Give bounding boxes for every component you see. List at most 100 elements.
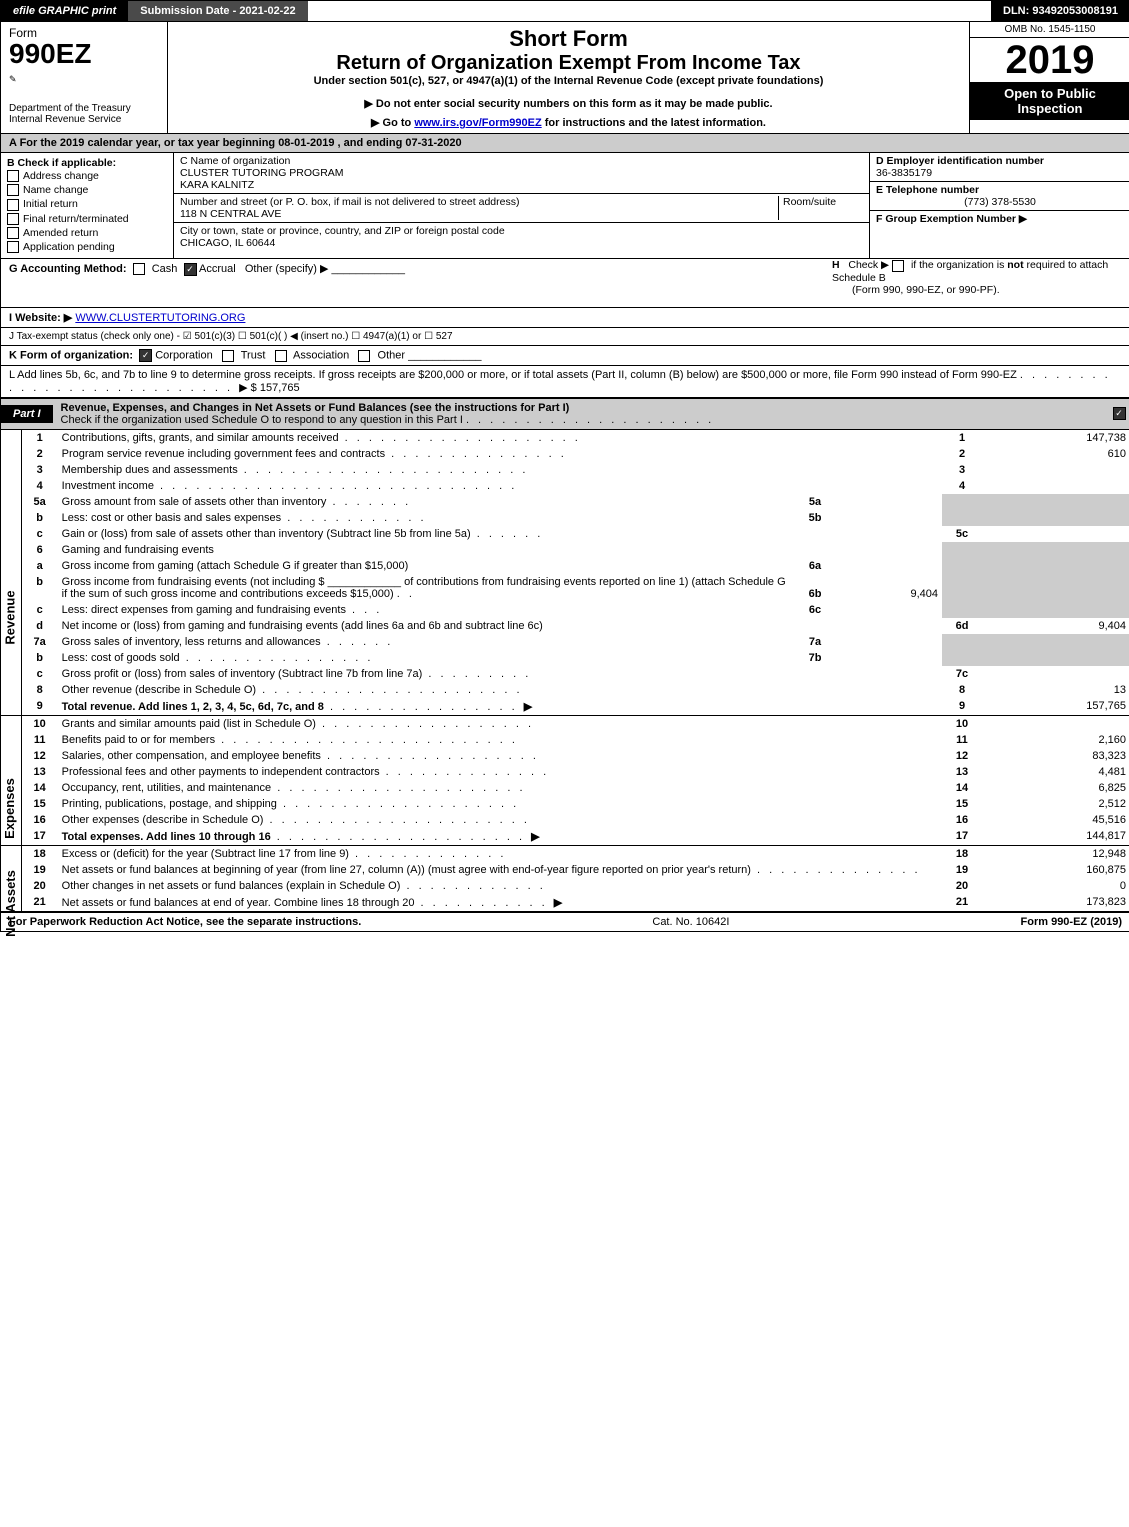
- line-10: 10 Grants and similar amounts paid (list…: [22, 716, 1129, 732]
- city-label: City or town, state or province, country…: [180, 225, 863, 237]
- checkbox-other-org[interactable]: [358, 350, 370, 362]
- checkbox-cash[interactable]: [133, 263, 145, 275]
- l10-rnum: 10: [942, 716, 982, 732]
- l7b-num: b: [22, 650, 58, 666]
- side-label-netassets: Net Assets: [3, 870, 18, 937]
- checkbox-app-pending[interactable]: [7, 241, 19, 253]
- checkbox-final-return[interactable]: [7, 213, 19, 225]
- checkbox-address-change[interactable]: [7, 170, 19, 182]
- short-form-title: Short Form: [176, 26, 961, 52]
- l3-num: 3: [22, 462, 58, 478]
- checkbox-initial-return[interactable]: [7, 199, 19, 211]
- l6c-rshade: [942, 602, 982, 618]
- l20-num: 20: [22, 878, 58, 894]
- l11-num: 11: [22, 732, 58, 748]
- l-amount-prefix: ▶ $: [239, 382, 260, 394]
- l20-desc: Other changes in net assets or fund bala…: [62, 880, 401, 892]
- l6c-rshade2: [982, 602, 1129, 618]
- box-e-label: E Telephone number: [876, 184, 1124, 196]
- checkbox-name-change[interactable]: [7, 184, 19, 196]
- line-17: 17 Total expenses. Add lines 10 through …: [22, 828, 1129, 845]
- row-k: K Form of organization: ✓ Corporation Tr…: [1, 346, 1129, 366]
- l4-desc: Investment income: [62, 480, 154, 492]
- l6a-num: a: [22, 558, 58, 574]
- l5c-val: [982, 526, 1129, 542]
- efile-print-button[interactable]: efile GRAPHIC print: [1, 1, 128, 21]
- l7b-rshade: [942, 650, 982, 666]
- checkbox-h[interactable]: [892, 260, 904, 272]
- label-assoc: Association: [293, 350, 349, 362]
- l15-num: 15: [22, 796, 58, 812]
- g-label: G Accounting Method:: [9, 263, 127, 275]
- l7c-desc: Gross profit or (loss) from sales of inv…: [62, 668, 423, 680]
- label-cash: Cash: [152, 263, 178, 275]
- l4-num: 4: [22, 478, 58, 494]
- l8-val: 13: [982, 682, 1129, 698]
- open-public: Open to Public Inspection: [970, 82, 1129, 120]
- l5a-rshade2: [982, 494, 1129, 510]
- l7a-rshade: [942, 634, 982, 650]
- l20-rnum: 20: [942, 878, 982, 894]
- l16-val: 45,516: [982, 812, 1129, 828]
- l8-num: 8: [22, 682, 58, 698]
- l13-val: 4,481: [982, 764, 1129, 780]
- l8-rnum: 8: [942, 682, 982, 698]
- form-container: efile GRAPHIC print Submission Date - 20…: [0, 0, 1129, 932]
- website-link[interactable]: WWW.CLUSTERTUTORING.ORG: [75, 312, 245, 324]
- expenses-section: Expenses 10 Grants and similar amounts p…: [1, 716, 1129, 846]
- row-g-h: G Accounting Method: Cash ✓ Accrual Othe…: [1, 259, 1129, 308]
- line-8: 8 Other revenue (describe in Schedule O)…: [22, 682, 1129, 698]
- l10-num: 10: [22, 716, 58, 732]
- l6a-midval: [834, 558, 942, 574]
- checkbox-accrual[interactable]: ✓: [184, 263, 197, 276]
- do-not-enter: ▶ Do not enter social security numbers o…: [176, 97, 961, 110]
- line-7b: b Less: cost of goods sold . . . . . . .…: [22, 650, 1129, 666]
- l1-rnum: 1: [942, 430, 982, 446]
- l7a-mid: 7a: [796, 634, 834, 650]
- form-number: 990EZ: [9, 40, 159, 68]
- line-6b: b Gross income from fundraising events (…: [22, 574, 1129, 602]
- side-label-expenses: Expenses: [2, 778, 17, 839]
- i-label: I Website: ▶: [9, 312, 72, 324]
- label-corp: Corporation: [155, 350, 212, 362]
- topbar-spacer: [308, 1, 991, 21]
- revenue-section: Revenue 1 Contributions, gifts, grants, …: [1, 430, 1129, 716]
- l4-rnum: 4: [942, 478, 982, 494]
- header-right: OMB No. 1545-1150 2019 Open to Public In…: [969, 22, 1129, 133]
- submission-date: Submission Date - 2021-02-22: [128, 1, 307, 21]
- return-title: Return of Organization Exempt From Incom…: [176, 52, 961, 75]
- h-text4: (Form 990, 990-EZ, or 990-PF).: [852, 284, 1000, 296]
- line-11: 11 Benefits paid to or for members . . .…: [22, 732, 1129, 748]
- l7a-midval: [834, 634, 942, 650]
- l17-num: 17: [22, 828, 58, 845]
- l6c-num: c: [22, 602, 58, 618]
- l3-val: [982, 462, 1129, 478]
- ein-value: 36-3835179: [876, 167, 1124, 179]
- part1-checkbox[interactable]: ✓: [1108, 407, 1129, 421]
- l5a-desc: Gross amount from sale of assets other t…: [62, 496, 327, 508]
- l14-desc: Occupancy, rent, utilities, and maintena…: [62, 782, 272, 794]
- l18-val: 12,948: [982, 846, 1129, 862]
- line-21: 21 Net assets or fund balances at end of…: [22, 894, 1129, 911]
- checkbox-trust[interactable]: [222, 350, 234, 362]
- l7a-num: 7a: [22, 634, 58, 650]
- l5c-num: c: [22, 526, 58, 542]
- label-final-return: Final return/terminated: [23, 213, 129, 225]
- line-1: 1 Contributions, gifts, grants, and simi…: [22, 430, 1129, 446]
- h-not: not: [1007, 259, 1023, 271]
- checkbox-corp[interactable]: ✓: [139, 349, 152, 362]
- part1-checkline: Check if the organization used Schedule …: [61, 414, 463, 426]
- l13-desc: Professional fees and other payments to …: [62, 766, 380, 778]
- goto-line: ▶ Go to www.irs.gov/Form990EZ for instru…: [176, 116, 961, 129]
- info-block: B Check if applicable: Address change Na…: [1, 153, 1129, 259]
- footer-center: Cat. No. 10642I: [652, 916, 729, 928]
- header-left: Form 990EZ ✎ Department of the Treasury …: [1, 22, 168, 133]
- l6a-rshade2: [982, 558, 1129, 574]
- l5a-num: 5a: [22, 494, 58, 510]
- l18-num: 18: [22, 846, 58, 862]
- checkbox-amended[interactable]: [7, 227, 19, 239]
- netassets-section: Net Assets 18 Excess or (deficit) for th…: [1, 846, 1129, 913]
- checkbox-assoc[interactable]: [275, 350, 287, 362]
- goto-link[interactable]: www.irs.gov/Form990EZ: [414, 117, 541, 129]
- l6-num: 6: [22, 542, 58, 558]
